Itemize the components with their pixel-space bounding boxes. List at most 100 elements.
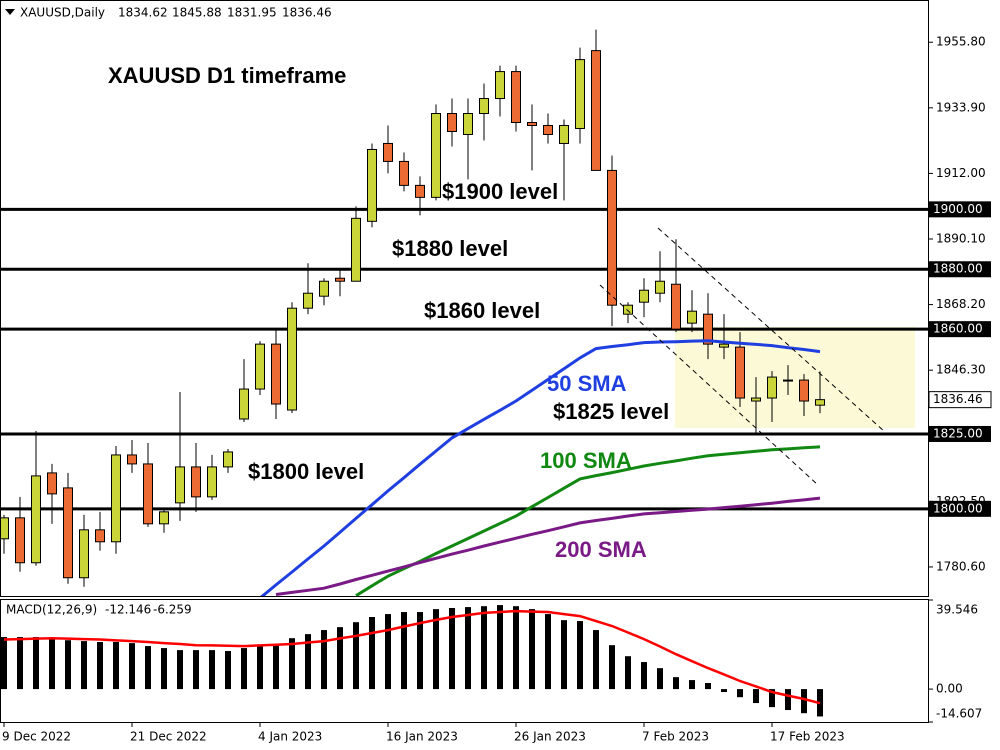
candle-body	[159, 511, 169, 525]
macd-bar	[513, 606, 519, 690]
macd-bar	[385, 614, 391, 690]
macd-bar	[721, 689, 727, 693]
macd-bar	[449, 607, 455, 690]
macd-bar	[161, 648, 167, 690]
macd-bar	[369, 617, 375, 690]
candle-body	[255, 343, 265, 390]
macd-bar	[305, 634, 311, 690]
candle-body	[207, 466, 217, 498]
macd-bar	[657, 668, 663, 690]
channel-lower	[599, 284, 819, 486]
candle-body	[799, 379, 809, 402]
candle-body	[655, 280, 665, 294]
macd-bar	[545, 614, 551, 690]
candle-body	[143, 463, 153, 525]
price-frame	[0, 0, 929, 597]
macd-value: -12.146	[105, 603, 151, 617]
candle-body	[287, 307, 297, 411]
candle-body	[751, 397, 761, 402]
candle-body	[0, 517, 9, 540]
level-price-label: 1825.00	[933, 426, 983, 440]
candle-body	[607, 169, 617, 306]
macd-bar	[465, 607, 471, 690]
candle-body	[767, 376, 777, 399]
y-tick-label: 1868.20	[936, 297, 986, 311]
macd-bar	[177, 650, 183, 690]
channel-upper	[657, 227, 886, 433]
candle-body	[79, 529, 89, 579]
macd-bar	[561, 620, 567, 690]
candle-body	[527, 121, 537, 126]
candle-body	[639, 289, 649, 303]
macd-bar	[609, 645, 615, 690]
y-tick-label: 39.546	[936, 603, 978, 617]
level-annotation: $1800 level	[248, 459, 364, 484]
macd-bar	[65, 640, 71, 690]
macd-bar	[241, 648, 247, 690]
macd-bar	[737, 689, 743, 698]
sma-line	[260, 339, 821, 596]
level-annotation: $1825 level	[553, 399, 669, 424]
candle-body	[175, 466, 185, 504]
menu-arrow[interactable]	[5, 9, 15, 15]
candle-body	[511, 71, 521, 123]
candle-body	[543, 124, 553, 135]
candle-body	[431, 113, 441, 198]
sma-label: 200 SMA	[555, 537, 647, 562]
price-pane	[0, 29, 928, 596]
macd-bar	[113, 642, 119, 690]
candle-body	[559, 124, 569, 144]
macd-bar	[145, 646, 151, 690]
y-tick-label: 1912.00	[936, 166, 986, 180]
macd-bar	[497, 605, 503, 690]
candle-body	[95, 529, 105, 543]
macd-bar	[769, 689, 775, 708]
level-annotation: $1880 level	[392, 236, 508, 261]
macd-title: MACD(12,26,9)	[6, 603, 97, 617]
macd-bar	[225, 651, 231, 690]
y-tick-label: 1933.90	[936, 100, 986, 114]
y-tick-label: -14.607	[936, 707, 982, 721]
candle-body	[383, 142, 393, 162]
macd-bar	[753, 689, 759, 704]
candle-body	[271, 343, 281, 405]
candle-body	[447, 113, 457, 132]
level-annotation: $1860 level	[424, 298, 540, 323]
candle-body	[63, 487, 73, 579]
sma-label: 100 SMA	[540, 448, 632, 473]
macd-bar	[353, 622, 359, 690]
macd-bar	[689, 680, 695, 690]
y-tick-label: 1890.10	[936, 231, 986, 245]
candle-body	[719, 343, 729, 348]
level-price-box	[929, 500, 991, 517]
macd-bar	[481, 606, 487, 690]
x-tick-label: 26 Jan 2023	[514, 730, 586, 744]
level-annotation: $1900 level	[442, 179, 558, 204]
macd-bar	[289, 638, 295, 690]
candle-body	[127, 454, 137, 465]
macd-bar	[801, 689, 807, 714]
level-price-label: 1860.00	[933, 322, 983, 336]
level-price-label: 1880.00	[933, 262, 983, 276]
candle-body	[735, 346, 745, 399]
macd-bar	[273, 644, 279, 690]
candle-body	[703, 313, 713, 345]
x-tick-label: 21 Dec 2022	[130, 730, 207, 744]
candle-body	[47, 472, 57, 495]
consolidation-zone	[675, 327, 915, 428]
sma-line	[355, 445, 821, 596]
candle-body	[319, 280, 329, 297]
macd-bar	[17, 637, 23, 690]
macd-signal-value: -6.259	[153, 603, 192, 617]
candle-body	[671, 283, 681, 330]
macd-bar	[785, 689, 791, 711]
level-price-label: 1900.00	[933, 202, 983, 216]
candle-body	[575, 59, 585, 129]
header-open: 1834.62	[118, 6, 168, 20]
level-price-box	[929, 201, 991, 218]
macd-bar	[321, 630, 327, 690]
candle-body	[239, 388, 249, 420]
y-tick-label: 1955.80	[936, 35, 986, 49]
candle-body	[479, 98, 489, 115]
